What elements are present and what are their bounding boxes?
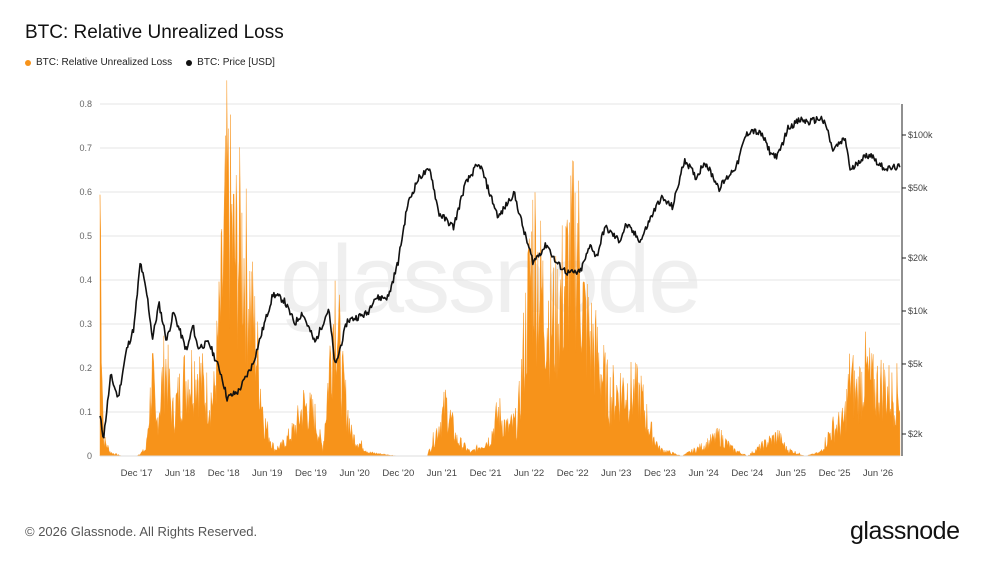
x-tick-label: Jun '25 <box>776 468 806 479</box>
series-btc-price-line <box>99 115 901 439</box>
x-tick-label: Jun '22 <box>514 468 544 479</box>
x-tick-label: Dec '19 <box>295 468 327 479</box>
legend-item-btc-price[interactable]: BTC: Price [USD] <box>186 57 275 68</box>
x-tick-label: Jun '18 <box>165 468 195 479</box>
chart-title: BTC: Relative Unrealized Loss <box>25 22 284 43</box>
x-tick-label: Jun '21 <box>427 468 457 479</box>
x-tick-label: Jun '26 <box>863 468 893 479</box>
x-tick-label: Jun '20 <box>339 468 369 479</box>
y-left-tick-label: 0.7 <box>79 143 92 153</box>
x-tick-label: Dec '17 <box>121 468 153 479</box>
legend-swatch-black <box>186 59 193 66</box>
y-left-tick-label: 0.1 <box>79 407 92 417</box>
x-tick-label: Jun '24 <box>688 468 718 479</box>
y-left-tick-label: 0.8 <box>79 99 92 109</box>
x-tick-label: Dec '20 <box>382 468 414 479</box>
y-right-tick-label: $2k <box>908 429 923 439</box>
chart-legend: BTC: Relative Unrealized Loss BTC: Price… <box>25 57 275 68</box>
x-tick-label: Dec '21 <box>470 468 502 479</box>
legend-label: BTC: Price [USD] <box>197 57 275 68</box>
legend-label: BTC: Relative Unrealized Loss <box>36 57 173 68</box>
y-left-tick-label: 0.6 <box>79 187 92 197</box>
y-left-tick-label: 0 <box>87 451 92 461</box>
y-right-tick-label: $10k <box>908 306 928 316</box>
y-left-tick-label: 0.5 <box>79 231 92 241</box>
x-tick-label: Dec '22 <box>557 468 589 479</box>
x-tick-label: Dec '18 <box>208 468 240 479</box>
x-tick-label: Dec '23 <box>644 468 676 479</box>
x-tick-label: Jun '19 <box>252 468 282 479</box>
y-left-tick-label: 0.2 <box>79 363 92 373</box>
legend-item-relative-unrealized-loss[interactable]: BTC: Relative Unrealized Loss <box>25 57 172 68</box>
copyright-text: © 2026 Glassnode. All Rights Reserved. <box>25 524 258 539</box>
y-right-tick-label: $20k <box>908 253 928 263</box>
x-tick-label: Jun '23 <box>601 468 631 479</box>
y-right-tick-label: $100k <box>908 130 933 140</box>
y-left-tick-label: 0.3 <box>79 319 92 329</box>
series-relative-unrealized-loss-area <box>99 80 901 457</box>
x-tick-label: Dec '24 <box>731 468 763 479</box>
y-right-tick-label: $5k <box>908 359 923 369</box>
y-right-tick-label: $50k <box>908 183 928 193</box>
legend-swatch-orange <box>25 59 31 66</box>
y-left-tick-label: 0.4 <box>79 275 92 285</box>
glassnode-logo[interactable]: glassnode <box>850 517 960 545</box>
x-tick-label: Dec '25 <box>819 468 851 479</box>
